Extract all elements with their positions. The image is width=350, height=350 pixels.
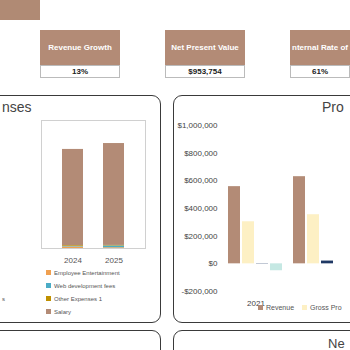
html-text:Gross Pro: Gross Pro: [310, 304, 342, 311]
svg-text:$1,000,000: $1,000,000: [177, 121, 218, 130]
html-text:nses: nses: [2, 99, 32, 115]
html-text:Pro: Pro: [322, 99, 344, 115]
html-text:Web development fees: Web development fees: [54, 282, 116, 289]
svg-text:2024: 2024: [64, 256, 82, 265]
html-text:nternal Rate of: nternal Rate of: [292, 43, 348, 52]
svg-text:2021: 2021: [247, 299, 265, 309]
svg-text:$400,000: $400,000: [184, 204, 218, 213]
html-text:Other Expenses 1: Other Expenses 1: [54, 295, 102, 302]
html-text:s: s: [2, 295, 5, 302]
html-text:13%: 13%: [72, 67, 88, 76]
html-text:$953,754: $953,754: [188, 67, 222, 76]
svg-text:$800,000: $800,000: [184, 149, 218, 158]
svg-text:-$200,000: -$200,000: [181, 287, 218, 296]
html-text:Ne: Ne: [328, 336, 345, 350]
svg-text:$0: $0: [209, 259, 218, 268]
html-text:61%: 61%: [312, 67, 328, 76]
html-text:Revenue: Revenue: [266, 304, 294, 311]
html-text:Salary: Salary: [54, 308, 71, 315]
html-text:Employee Entertainment: Employee Entertainment: [54, 269, 120, 276]
html-text:Net Present Value: Net Present Value: [171, 43, 239, 52]
svg-text:2025: 2025: [105, 256, 123, 265]
svg-text:$600,000: $600,000: [184, 176, 218, 185]
html-text:Revenue Growth: Revenue Growth: [48, 43, 112, 52]
svg-text:$200,000: $200,000: [184, 232, 218, 241]
